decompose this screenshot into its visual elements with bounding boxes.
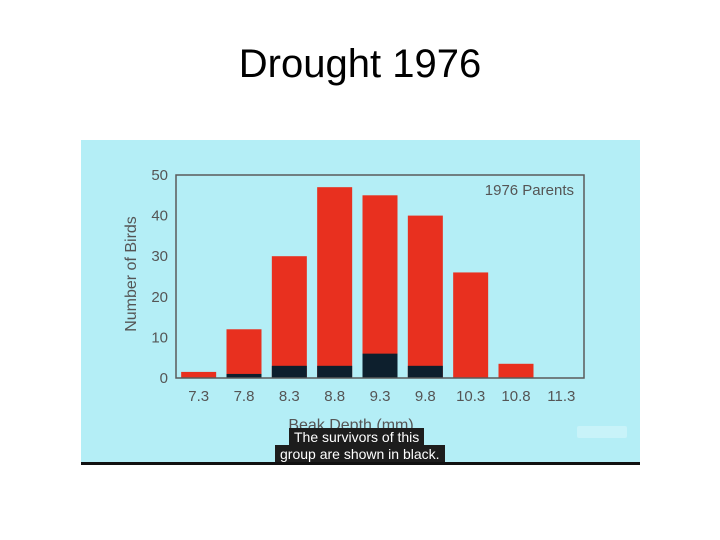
x-tick-label: 7.3 xyxy=(188,388,209,405)
y-axis-ticks: 0 10 20 30 40 50 xyxy=(151,167,168,387)
chart-panel: 0 10 20 30 40 50 7.3 7.8 8.3 8.8 9.3 9.8 10.3 10.8 11… xyxy=(81,140,640,463)
survivor-bar-9-3 xyxy=(362,353,398,378)
x-tick-label: 11.3 xyxy=(547,388,575,405)
y-tick-label: 40 xyxy=(151,208,168,225)
x-tick-label: 8.3 xyxy=(279,388,300,405)
beak-depth-chart: 0 10 20 30 40 50 7.3 7.8 8.3 8.8 9.3 9.8 10.3 10.8 11… xyxy=(123,167,585,434)
x-tick-label: 10.8 xyxy=(501,388,530,405)
plot-frame xyxy=(175,174,585,379)
x-tick-label: 10.3 xyxy=(456,388,485,405)
parent-bar-10-8 xyxy=(498,363,534,378)
survivor-bar-9-8 xyxy=(407,365,443,378)
survivor-bar-7-8 xyxy=(226,373,262,378)
x-tick-label: 7.8 xyxy=(234,388,255,405)
survivor-bar-8-8 xyxy=(317,365,353,378)
parent-bar-8-8 xyxy=(317,187,353,378)
x-tick-label: 9.3 xyxy=(370,388,391,405)
parent-bars xyxy=(181,187,534,378)
x-tick-label: 8.8 xyxy=(324,388,345,405)
parent-bar-10-3 xyxy=(453,272,489,378)
parent-bar-7-8 xyxy=(226,329,262,378)
parent-bar-9-3 xyxy=(362,195,398,378)
caption-line-2: group are shown in black. xyxy=(275,445,445,463)
parent-bar-8-3 xyxy=(271,256,307,378)
y-tick-label: 10 xyxy=(151,329,168,346)
slide-title: Drought 1976 xyxy=(238,42,482,86)
x-axis-ticks: 7.3 7.8 8.3 8.8 9.3 9.8 10.3 10.8 11.3 xyxy=(188,388,575,405)
survivor-bar-8-3 xyxy=(271,365,307,378)
y-tick-label: 30 xyxy=(151,248,168,265)
x-tick-label: 9.8 xyxy=(415,388,436,405)
parent-bar-9-8 xyxy=(407,215,443,378)
y-axis-label: Number of Birds xyxy=(123,216,140,332)
survivor-bars xyxy=(226,353,443,378)
parent-bar-7-3 xyxy=(181,371,217,378)
chart-bottom-rule xyxy=(81,462,640,465)
y-tick-label: 0 xyxy=(160,370,168,387)
legend-text: 1976 Parents xyxy=(485,182,574,199)
y-tick-label: 20 xyxy=(151,289,168,306)
y-tick-label: 50 xyxy=(151,167,168,184)
caption-line-1: The survivors of this xyxy=(289,428,425,446)
watermark-logo xyxy=(577,422,627,446)
